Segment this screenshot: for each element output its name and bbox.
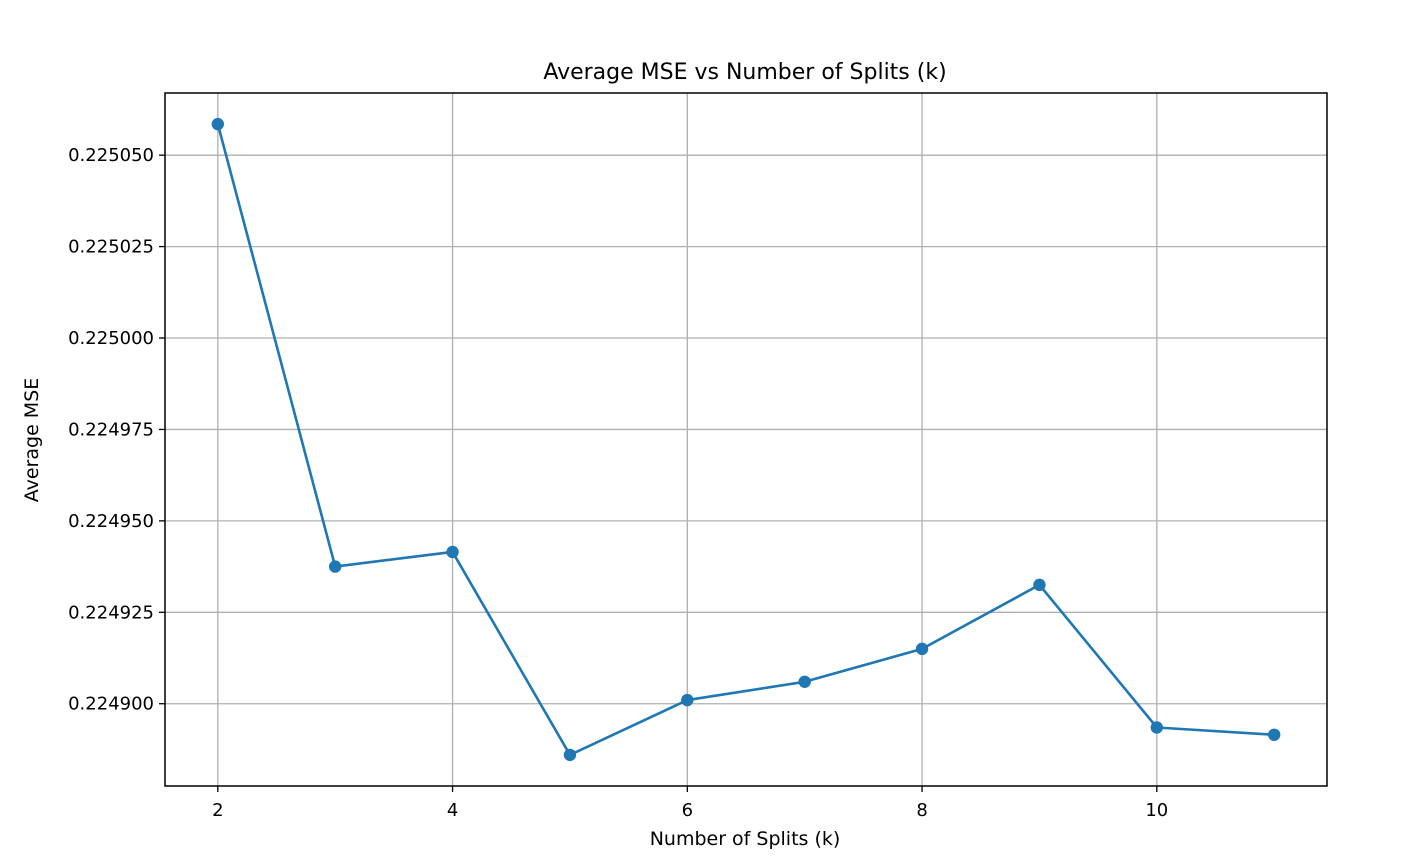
- y-tick-label: 0.224975: [68, 419, 154, 440]
- y-tick-label: 0.225000: [68, 328, 154, 349]
- y-tick-label: 0.224925: [68, 602, 154, 623]
- x-tick-label: 10: [1145, 800, 1168, 821]
- data-point: [1150, 721, 1164, 734]
- y-axis: 0.224900 0.224925 0.224950 0.224975 0.225000…: [68, 145, 165, 715]
- series-group: [211, 117, 1281, 762]
- data-point: [328, 560, 342, 573]
- data-point: [446, 545, 459, 559]
- x-axis-label: Number of Splits (k): [650, 828, 841, 850]
- data-point: [1267, 728, 1281, 742]
- y-axis-label: Average MSE: [21, 378, 43, 503]
- y-tick-label: 0.224950: [68, 511, 154, 532]
- data-point: [681, 693, 694, 707]
- x-tick-label: 2: [212, 800, 223, 821]
- x-tick-label: 8: [916, 800, 927, 821]
- data-point: [798, 675, 811, 688]
- data-point: [211, 117, 225, 131]
- y-tick-label: 0.225050: [68, 145, 154, 166]
- grid-lines: [165, 93, 1327, 786]
- chart-title: Average MSE vs Number of Splits (k): [543, 60, 946, 85]
- x-tick-label: 4: [447, 800, 458, 821]
- x-tick-label: 6: [682, 800, 693, 821]
- y-tick-label: 0.224900: [68, 694, 154, 715]
- data-point: [563, 748, 577, 762]
- series-line: [216, 122, 1276, 757]
- data-point: [1033, 578, 1046, 592]
- x-axis: 2 4 6 8 10: [212, 786, 1168, 821]
- plot-frame: [164, 92, 1328, 787]
- data-point: [915, 642, 929, 656]
- y-tick-label: 0.225025: [68, 237, 154, 258]
